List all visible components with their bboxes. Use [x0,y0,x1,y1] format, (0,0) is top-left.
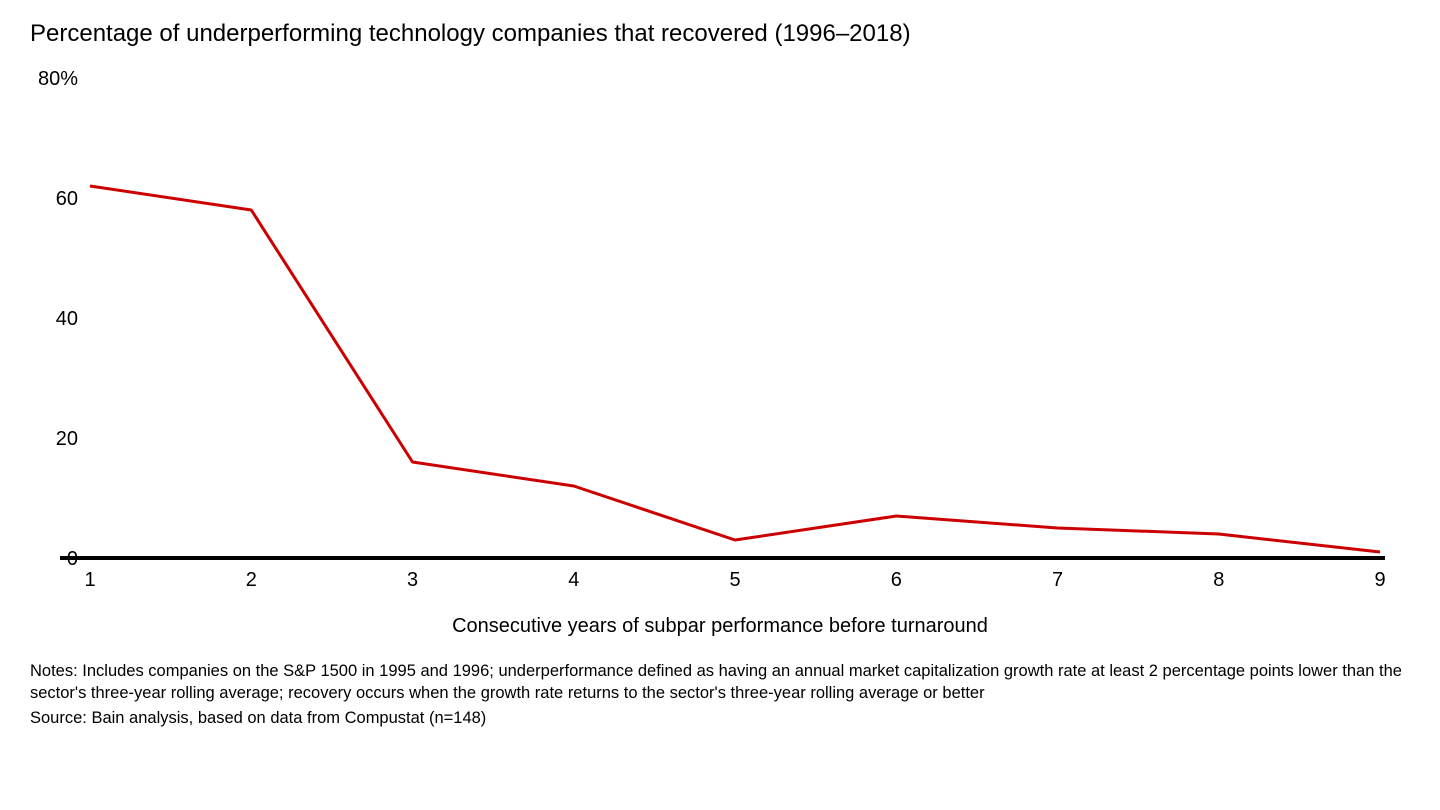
y-tick-label: 40 [56,308,78,330]
chart-source: Source: Bain analysis, based on data fro… [30,709,1410,728]
x-tick-label: 8 [1213,569,1224,591]
x-tick-label: 5 [729,569,740,591]
data-line [90,186,1380,552]
x-tick-label: 4 [568,569,579,591]
x-tick-label: 1 [84,569,95,591]
line-chart-svg: 020406080%123456789 [30,58,1390,598]
y-tick-label: 20 [56,428,78,450]
chart-title: Percentage of underperforming technology… [30,20,1410,48]
x-tick-label: 6 [891,569,902,591]
x-tick-label: 9 [1374,569,1385,591]
x-tick-label: 3 [407,569,418,591]
x-axis-label: Consecutive years of subpar performance … [30,615,1410,638]
x-tick-label: 2 [246,569,257,591]
x-tick-label: 7 [1052,569,1063,591]
y-tick-label: 80% [38,68,78,90]
chart-notes: Notes: Includes companies on the S&P 150… [30,660,1410,705]
chart-container: 020406080%123456789 [30,58,1410,603]
y-tick-label: 60 [56,188,78,210]
